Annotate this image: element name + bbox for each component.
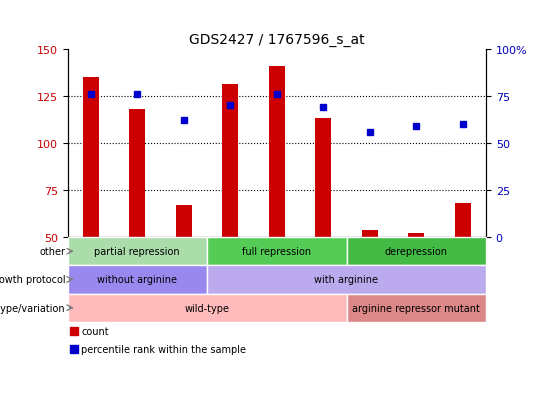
Text: full repression: full repression <box>242 247 312 256</box>
Text: wild-type: wild-type <box>185 303 230 313</box>
Bar <box>408 234 424 237</box>
Bar <box>207 237 347 266</box>
Bar <box>176 206 192 237</box>
Text: with arginine: with arginine <box>314 275 379 285</box>
Text: without arginine: without arginine <box>97 275 177 285</box>
Text: derepression: derepression <box>384 247 448 256</box>
Bar <box>207 266 486 294</box>
Bar <box>347 294 486 322</box>
Text: other: other <box>39 247 65 256</box>
Bar <box>362 230 378 237</box>
Bar <box>68 237 207 266</box>
Bar <box>83 78 99 237</box>
Bar <box>347 237 486 266</box>
Bar <box>455 204 471 237</box>
Text: percentile rank within the sample: percentile rank within the sample <box>82 344 246 354</box>
Text: arginine repressor mutant: arginine repressor mutant <box>352 303 480 313</box>
Bar <box>68 266 207 294</box>
Bar <box>222 85 238 237</box>
Bar <box>129 110 145 237</box>
Text: genotype/variation: genotype/variation <box>0 303 65 313</box>
Bar <box>268 66 285 237</box>
Text: partial repression: partial repression <box>94 247 180 256</box>
Title: GDS2427 / 1767596_s_at: GDS2427 / 1767596_s_at <box>189 33 364 47</box>
Bar <box>68 294 347 322</box>
Text: count: count <box>82 326 109 336</box>
Text: growth protocol: growth protocol <box>0 275 65 285</box>
Bar <box>315 119 332 237</box>
